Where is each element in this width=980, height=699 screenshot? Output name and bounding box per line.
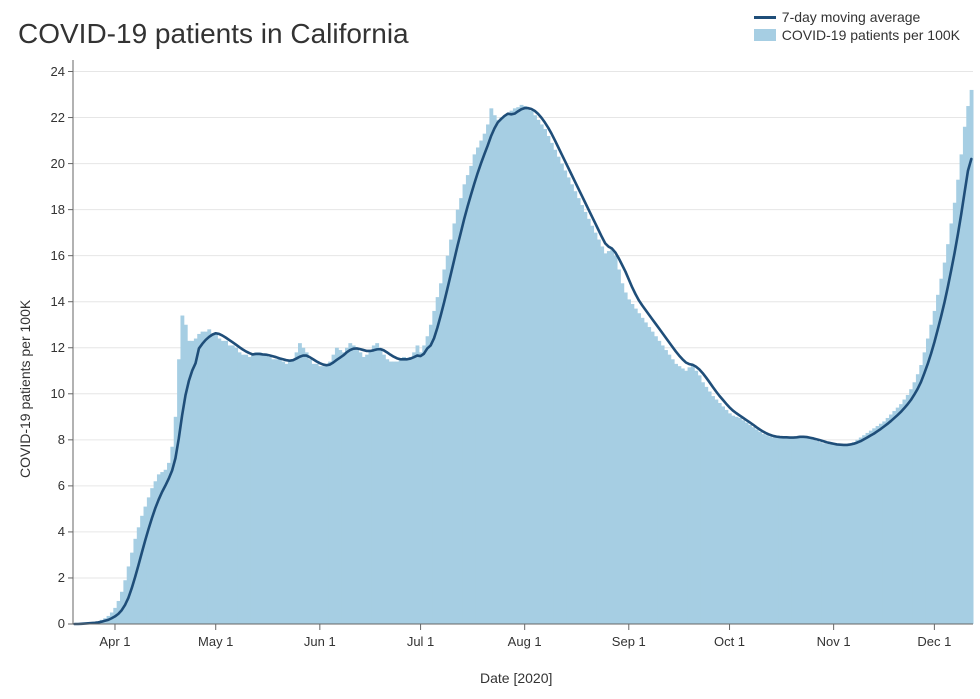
x-tick-label: Nov 1 <box>817 634 851 649</box>
legend-label-line: 7-day moving average <box>782 8 921 26</box>
legend-swatch-block <box>754 29 776 41</box>
plot-svg <box>73 60 973 634</box>
x-tick-label: Apr 1 <box>99 634 130 649</box>
x-tick-label: Jun 1 <box>304 634 336 649</box>
x-tick-label: May 1 <box>198 634 233 649</box>
legend-label-bar: COVID-19 patients per 100K <box>782 26 960 44</box>
legend-item-bar: COVID-19 patients per 100K <box>754 26 960 44</box>
y-tick-label: 0 <box>25 616 65 631</box>
x-tick-label: Oct 1 <box>714 634 745 649</box>
y-tick-label: 10 <box>25 386 65 401</box>
plot-area: 024681012141618202224Apr 1May 1Jun 1Jul … <box>73 60 973 624</box>
y-tick-label: 2 <box>25 570 65 585</box>
chart-title: COVID-19 patients in California <box>18 18 409 50</box>
y-tick-label: 6 <box>25 478 65 493</box>
legend: 7-day moving average COVID-19 patients p… <box>754 8 960 44</box>
legend-item-line: 7-day moving average <box>754 8 960 26</box>
y-tick-label: 24 <box>25 64 65 79</box>
y-tick-label: 16 <box>25 248 65 263</box>
y-tick-label: 12 <box>25 340 65 355</box>
chart-container: COVID-19 patients in California 7-day mo… <box>0 0 980 699</box>
legend-swatch-line <box>754 16 776 19</box>
y-tick-label: 22 <box>25 110 65 125</box>
x-tick-label: Aug 1 <box>508 634 542 649</box>
y-tick-label: 8 <box>25 432 65 447</box>
x-tick-label: Sep 1 <box>612 634 646 649</box>
y-tick-label: 4 <box>25 524 65 539</box>
y-tick-label: 14 <box>25 294 65 309</box>
x-tick-label: Dec 1 <box>917 634 951 649</box>
x-tick-label: Jul 1 <box>407 634 434 649</box>
y-tick-label: 18 <box>25 202 65 217</box>
x-axis-label: Date [2020] <box>480 670 552 686</box>
y-tick-label: 20 <box>25 156 65 171</box>
